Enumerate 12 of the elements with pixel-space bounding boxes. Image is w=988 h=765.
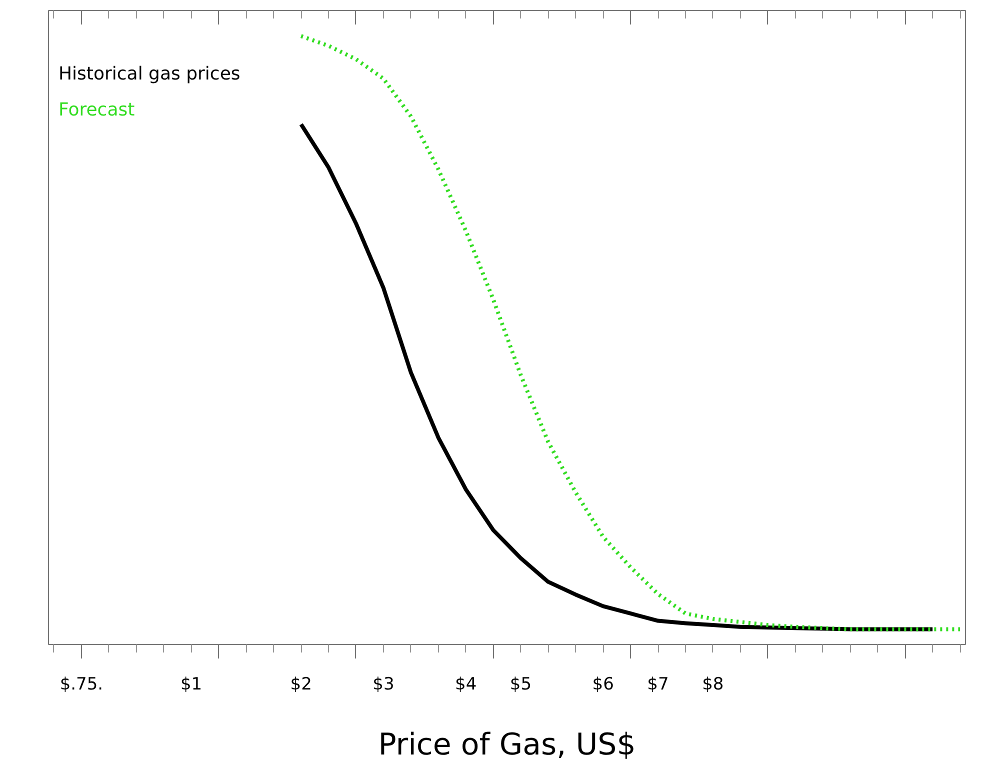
x-tick-label: $8 [702,674,724,694]
text: Historical gas prices [58,64,240,84]
x-tick-label: $.75. [60,674,104,694]
x-tick-label: $7 [647,674,669,694]
x-tick-label: $4 [455,674,477,694]
x-tick-label: $6 [592,674,614,694]
x-tick-label: $3 [372,674,394,694]
x-tick-label: $1 [180,674,202,694]
x-axis-title: Price of Gas, US$ [378,728,636,762]
text: Forecast [58,100,135,120]
x-tick-label: $2 [290,674,312,694]
x-tick-label: $5 [510,674,532,694]
